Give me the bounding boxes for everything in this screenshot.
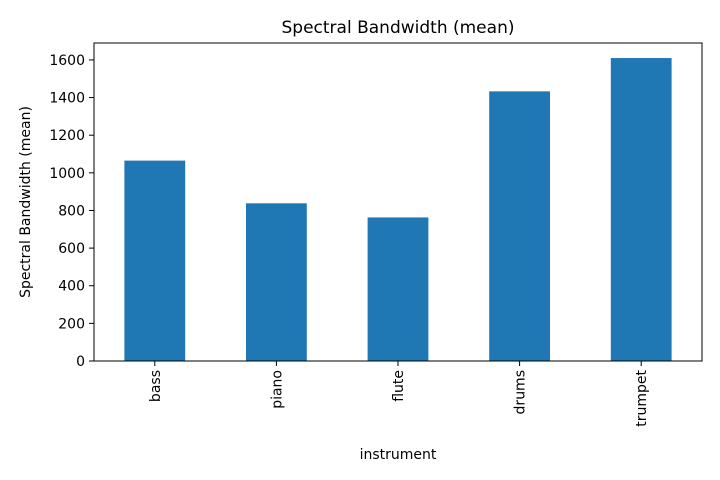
bar-drums	[489, 91, 550, 361]
x-tick-label-trumpet: trumpet	[634, 369, 650, 426]
x-tick-label-drums: drums	[513, 370, 529, 414]
y-tick-label: 1600	[49, 53, 85, 69]
y-tick-label: 0	[76, 354, 85, 370]
y-tick-label: 200	[58, 316, 85, 332]
x-axis-ticks: bass piano flute drums trumpet	[148, 361, 650, 427]
bar-bass	[124, 160, 186, 361]
bar-flute	[367, 217, 429, 361]
y-tick-label: 1000	[49, 166, 85, 182]
bar-trumpet	[610, 58, 672, 361]
y-tick-label: 800	[58, 203, 85, 219]
plot-frame	[93, 42, 703, 362]
bar-piano	[246, 203, 307, 361]
y-axis-label: Spectral Bandwidth (mean)	[18, 106, 34, 298]
y-tick-label: 400	[58, 279, 85, 295]
bars-group	[124, 58, 672, 361]
x-tick-label-piano: piano	[269, 370, 285, 409]
y-axis-ticks: 0 200 400 600 800 1000 1200 1400 1600	[49, 53, 94, 370]
y-tick-label: 1200	[49, 128, 85, 144]
y-tick-label: 1400	[49, 91, 85, 107]
x-tick-label-bass: bass	[148, 370, 164, 402]
chart-title: Spectral Bandwidth (mean)	[282, 18, 515, 38]
x-axis-label: instrument	[360, 447, 437, 463]
y-tick-label: 600	[58, 241, 85, 257]
x-tick-label-flute: flute	[391, 370, 407, 402]
